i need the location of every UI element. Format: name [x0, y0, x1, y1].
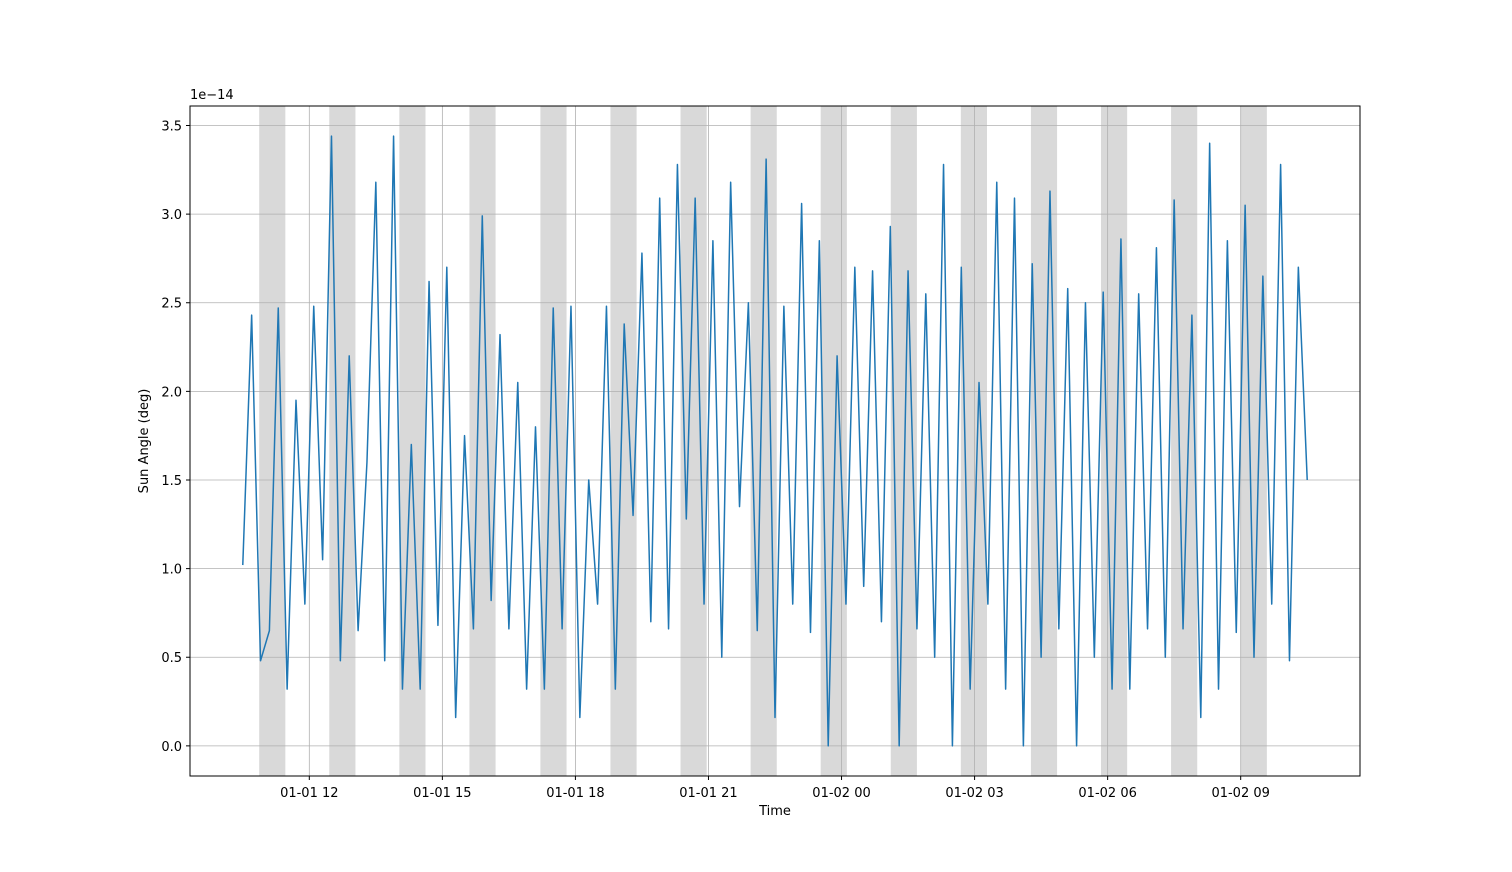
y-tick-label: 1.0 — [161, 563, 182, 578]
x-tick-label: 01-02 03 — [945, 786, 1003, 801]
shaded-span — [329, 106, 356, 776]
x-tick-label: 01-02 06 — [1078, 786, 1136, 801]
x-tick-label: 01-02 09 — [1211, 786, 1269, 801]
y-tick-label: 0.5 — [161, 651, 182, 666]
x-tick-label: 01-02 00 — [812, 786, 870, 801]
x-axis-label: Time — [758, 804, 791, 819]
y-tick-label: 2.5 — [161, 297, 182, 312]
y-tick-label: 3.5 — [161, 119, 182, 134]
y-tick-label: 0.0 — [161, 740, 182, 755]
y-tick-label: 2.0 — [161, 385, 182, 400]
shaded-span — [1171, 106, 1198, 776]
shaded-span — [750, 106, 777, 776]
x-tick-label: 01-01 18 — [546, 786, 604, 801]
shaded-span — [1100, 106, 1128, 776]
y-tick-label: 3.0 — [161, 208, 182, 223]
data-line — [242, 135, 1308, 747]
y-tick-label: 1.5 — [161, 474, 182, 489]
x-tick-label: 01-01 15 — [413, 786, 471, 801]
y-axis-label: Sun Angle (deg) — [137, 389, 152, 494]
shaded-span — [1030, 106, 1058, 776]
x-tick-label: 01-01 21 — [679, 786, 737, 801]
shaded-span — [820, 106, 847, 776]
y-offset-label: 1e−14 — [190, 88, 234, 103]
shaded-span — [469, 106, 496, 776]
plot-frame — [189, 105, 1361, 777]
x-tick-label: 01-01 12 — [280, 786, 338, 801]
